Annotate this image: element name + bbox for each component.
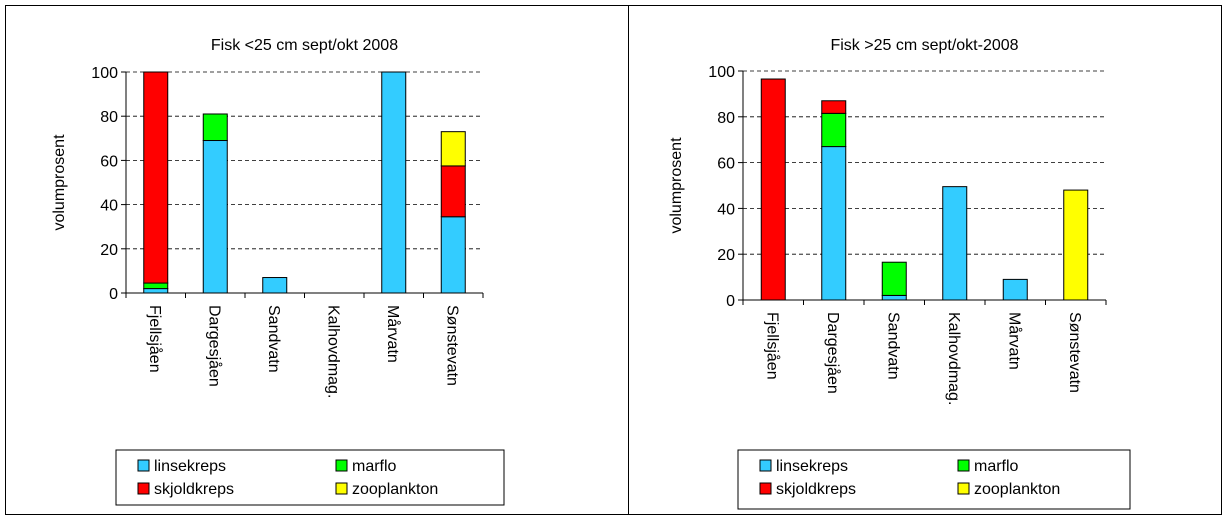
y-tick-label: 80	[717, 110, 735, 127]
x-tick-label: Fjellsjåen	[763, 312, 781, 380]
chart-right: Fisk >25 cm sept/okt-2008 volumprosent 0 20…	[668, 37, 1131, 510]
legend-swatch-zooplankton	[957, 482, 970, 495]
legend-label-skjoldkreps: skjoldkreps	[154, 481, 234, 498]
bar-skjoldkreps	[821, 100, 847, 114]
legend-swatch-linsekreps	[759, 459, 772, 472]
legend-label-zooplankton: zooplankton	[974, 481, 1060, 498]
legend-swatch-zooplankton	[335, 482, 348, 495]
bar-marflo	[881, 261, 907, 296]
bar-linsekreps	[1002, 278, 1028, 301]
x-tick-label: Sandvatn	[884, 312, 901, 380]
y-tick-label: 100	[91, 65, 118, 82]
legend-label-linsekreps: linsekreps	[154, 458, 226, 475]
legend-label-marflo: marflo	[974, 458, 1019, 475]
bar-linsekreps	[262, 277, 288, 294]
bar-linsekreps	[821, 146, 847, 301]
x-tick-label: Sønstevatn	[443, 305, 460, 386]
chart-title: Fisk <25 cm sept/okt 2008	[211, 37, 398, 54]
y-tick-label: 100	[708, 64, 735, 81]
bar-linsekreps	[381, 71, 407, 294]
bar-linsekreps	[942, 186, 968, 301]
chart-left: Fisk <25 cm sept/okt 2008 volumprosent 0 20…	[51, 37, 505, 506]
x-tick-label: Kalhovdmag.	[324, 305, 341, 398]
bar-skjoldkreps	[143, 71, 169, 284]
bar-linsekreps	[440, 216, 466, 294]
x-tick-label: Dargesjåen	[205, 305, 223, 387]
bar-marflo	[202, 113, 228, 142]
y-axis-label: volumprosent	[668, 137, 685, 234]
figure-frame	[5, 5, 1222, 515]
legend-label-skjoldkreps: skjoldkreps	[776, 481, 856, 498]
legend-box	[737, 449, 1131, 510]
bar-marflo	[143, 282, 169, 290]
bar-linsekreps	[881, 294, 907, 301]
legend-label-linsekreps: linsekreps	[776, 458, 848, 475]
y-tick-label: 0	[726, 293, 735, 310]
y-tick-label: 40	[717, 201, 735, 218]
bar-zooplankton	[440, 131, 466, 167]
legend-swatch-skjoldkreps	[759, 482, 772, 495]
legend-swatch-skjoldkreps	[137, 482, 150, 495]
legend-swatch-linsekreps	[137, 459, 150, 472]
legend-swatch-marflo	[335, 459, 348, 472]
chart-title: Fisk >25 cm sept/okt-2008	[830, 37, 1018, 54]
legend-label-zooplankton: zooplankton	[352, 481, 438, 498]
y-tick-label: 60	[717, 156, 735, 173]
x-tick-label: Mårvatn	[1005, 312, 1023, 370]
y-tick-label: 60	[100, 153, 118, 170]
legend-box	[115, 449, 505, 506]
bar-zooplankton	[1063, 189, 1089, 301]
bar-linsekreps	[143, 288, 169, 294]
y-tick-label: 20	[717, 247, 735, 264]
y-tick-label: 20	[100, 242, 118, 259]
y-tick-label: 80	[100, 109, 118, 126]
x-tick-label: Sandvatn	[265, 305, 282, 373]
x-tick-label: Sønstevatn	[1066, 312, 1083, 393]
bar-skjoldkreps	[760, 78, 786, 301]
x-tick-label: Dargesjåen	[824, 312, 842, 394]
x-tick-label: Fjellsjåen	[146, 305, 164, 373]
y-tick-label: 0	[109, 286, 118, 303]
y-tick-label: 40	[100, 198, 118, 215]
x-tick-label: Kalhovdmag.	[945, 312, 962, 405]
bar-linsekreps	[202, 140, 228, 294]
legend-label-marflo: marflo	[352, 458, 397, 475]
legend-swatch-marflo	[957, 459, 970, 472]
x-tick-label: Mårvatn	[384, 305, 402, 363]
bar-skjoldkreps	[440, 165, 466, 218]
panel-divider	[628, 5, 629, 515]
y-axis-label: volumprosent	[51, 134, 68, 231]
bar-marflo	[821, 112, 847, 148]
